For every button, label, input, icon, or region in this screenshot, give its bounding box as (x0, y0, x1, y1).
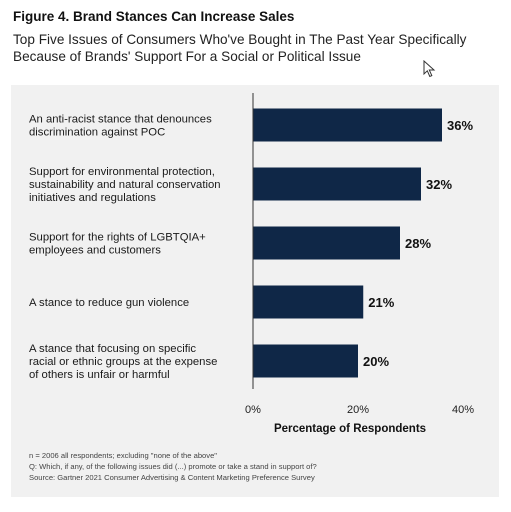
category-label: of others is unfair or harmful (29, 369, 170, 381)
note-sample-size: n = 2006 all respondents; excluding "non… (29, 451, 217, 460)
figure-subtitle: Top Five Issues of Consumers Who've Boug… (13, 31, 498, 65)
chart-notes: n = 2006 all respondents; excluding "non… (29, 450, 489, 484)
tick-label: 0% (245, 404, 261, 416)
mouse-cursor-icon (423, 60, 436, 78)
category-label: An anti-racist stance that denounces (29, 114, 212, 126)
bar (253, 167, 421, 201)
category-label: initiatives and regulations (29, 192, 156, 204)
tick-label: 20% (347, 404, 369, 416)
bar (253, 108, 442, 142)
category-label: sustainability and natural conservation (29, 179, 221, 191)
value-label: 21% (368, 295, 394, 310)
note-question: Q: Which, if any, of the following issue… (29, 462, 317, 472)
subtitle-line-2: Because of Brands' Support For a Social … (13, 49, 361, 64)
bar (253, 285, 364, 319)
value-label: 32% (426, 177, 452, 192)
tick-label: 40% (452, 404, 474, 416)
category-label: A stance to reduce gun violence (29, 297, 189, 309)
category-label: Support for environmental protection, (29, 166, 215, 178)
x-axis-title: Percentage of Respondents (274, 423, 426, 435)
value-label: 20% (363, 354, 389, 369)
value-label: 36% (447, 118, 473, 133)
subtitle-line-1: Top Five Issues of Consumers Who've Boug… (13, 32, 467, 47)
category-label: A stance that focusing on specific (29, 343, 196, 355)
value-label: 28% (405, 236, 431, 251)
figure-title: Figure 4. Brand Stances Can Increase Sal… (13, 9, 295, 24)
bar-chart: An anti-racist stance that denouncesdisc… (29, 93, 474, 435)
category-label: discrimination against POC (29, 127, 165, 139)
category-label: racial or ethnic groups at the expense (29, 356, 217, 368)
bar (253, 226, 400, 260)
category-label: Support for the rights of LGBTQIA+ (29, 232, 206, 244)
chart-panel: An anti-racist stance that denounces disc… (11, 85, 499, 497)
category-label: employees and customers (29, 245, 161, 257)
bar (253, 344, 358, 378)
note-source: Source: Gartner 2021 Consumer Advertisin… (29, 473, 315, 483)
